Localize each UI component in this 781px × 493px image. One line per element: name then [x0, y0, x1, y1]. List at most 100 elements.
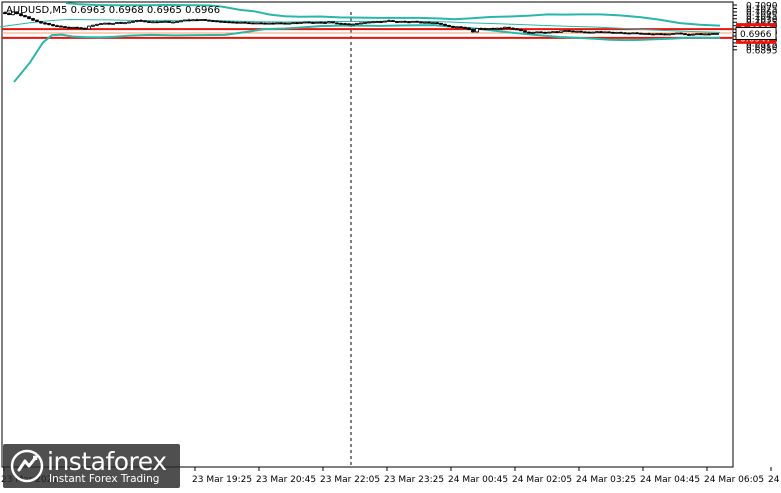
- candle-body: [167, 20, 171, 23]
- candle-body: [399, 20, 403, 23]
- last-price-badge: [735, 26, 777, 40]
- candle-body: [95, 23, 99, 26]
- candle-body: [647, 33, 651, 35]
- candle-body: [303, 21, 307, 24]
- candle-body: [391, 20, 395, 23]
- candle-body: [119, 22, 123, 24]
- candle-body: [359, 22, 363, 25]
- candle-body: [575, 30, 579, 33]
- x-tick-label: 23 Mar 19:25: [192, 475, 252, 485]
- candle-body: [539, 31, 543, 34]
- candle-body: [39, 21, 43, 24]
- candle-body: [447, 25, 451, 27]
- candle-body: [471, 28, 475, 33]
- candle-body: [147, 21, 151, 23]
- candle-body: [363, 22, 367, 24]
- candle-body: [247, 22, 251, 25]
- candle-body: [403, 20, 407, 23]
- candle-body: [227, 21, 231, 24]
- candle-body: [187, 19, 191, 22]
- candle-body: [531, 31, 535, 34]
- candle-body: [275, 22, 279, 25]
- candle-body: [527, 31, 531, 34]
- candle-body: [551, 31, 555, 34]
- candle-body: [443, 23, 447, 26]
- candle-body: [87, 25, 91, 30]
- y-tick-label: 0.7030: [746, 15, 778, 25]
- candle-body: [11, 11, 15, 16]
- candle-body: [43, 22, 47, 25]
- candle-body: [547, 31, 551, 34]
- candle-body: [491, 28, 495, 30]
- candle-body: [671, 33, 675, 35]
- bollinger-upper-band: [65, 2, 721, 27]
- candle-body: [415, 20, 419, 23]
- candle-body: [223, 21, 227, 23]
- candle-body: [659, 33, 663, 36]
- candle-body: [607, 31, 611, 34]
- candle-body: [707, 33, 711, 36]
- x-tick-label: 23 Mar 23:25: [384, 475, 444, 485]
- candle-body: [47, 22, 51, 25]
- candle-body: [107, 22, 111, 25]
- candle-body: [63, 26, 67, 29]
- candle-body: [179, 20, 183, 23]
- candle-body: [251, 22, 255, 25]
- candle-body: [611, 31, 615, 34]
- candle-body: [643, 33, 647, 35]
- candle-body: [239, 21, 243, 24]
- candle-body: [151, 21, 155, 24]
- candle-body: [603, 31, 607, 34]
- y-tick-label: 0.6925: [746, 39, 778, 49]
- y-tick-label: 0.6895: [746, 46, 778, 56]
- candle-body: [335, 22, 339, 25]
- watermark-tagline: Instant Forex Trading: [49, 473, 160, 485]
- instaforex-logo-icon: [10, 449, 44, 483]
- candle-body: [323, 22, 327, 24]
- candle-body: [379, 21, 383, 23]
- candle-body: [243, 21, 247, 24]
- candle-body: [319, 21, 323, 24]
- candle-body: [699, 33, 703, 36]
- candle-body: [711, 33, 715, 35]
- candle-body: [271, 22, 275, 25]
- candle-body: [663, 33, 667, 36]
- candle-body: [123, 22, 127, 25]
- candle-body: [299, 22, 303, 24]
- candle-body: [459, 26, 463, 29]
- candle-body: [395, 21, 399, 23]
- candle-body: [19, 13, 23, 16]
- candle-body: [467, 27, 471, 30]
- y-tick-label: 0.6910: [746, 43, 778, 53]
- x-tick-label: 24 Mar 04:45: [640, 475, 700, 485]
- candle-body: [7, 13, 11, 16]
- candle-body: [503, 26, 507, 29]
- candle-body: [423, 21, 427, 24]
- candle-body: [155, 21, 159, 24]
- candle-body: [67, 26, 71, 29]
- candle-body: [483, 28, 487, 31]
- candle-body: [355, 22, 359, 25]
- candle-body: [619, 31, 623, 34]
- candle-body: [15, 11, 19, 15]
- x-tick-label: 23 Mar 20:45: [256, 475, 316, 485]
- candle-body: [695, 33, 699, 36]
- candle-body: [215, 20, 219, 23]
- candle-body: [623, 32, 627, 35]
- candle-body: [463, 27, 467, 29]
- symbol-header: AUDUSD,M5 0.6963 0.6968 0.6965 0.6966: [6, 5, 220, 16]
- candle-body: [211, 20, 215, 23]
- candle-body: [683, 33, 687, 36]
- candle-body: [235, 21, 239, 24]
- candle-body: [27, 16, 31, 19]
- candle-body: [427, 21, 431, 24]
- candle-body: [267, 22, 271, 25]
- candle-body: [487, 28, 491, 30]
- candle-body: [615, 31, 619, 34]
- candle-body: [435, 22, 439, 25]
- candle-body: [115, 22, 119, 24]
- candle-body: [327, 21, 331, 24]
- x-tick-label: 24 Mar 06:05: [704, 475, 764, 485]
- candle-body: [219, 20, 223, 23]
